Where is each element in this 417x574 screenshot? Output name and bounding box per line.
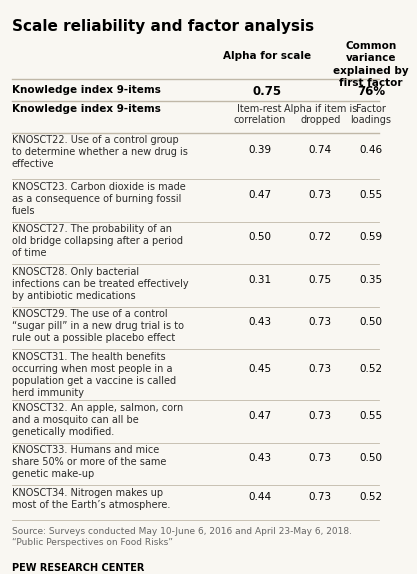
- Text: 0.72: 0.72: [309, 232, 332, 242]
- Text: 0.44: 0.44: [248, 492, 271, 502]
- Text: Item-rest
correlation: Item-rest correlation: [234, 104, 286, 125]
- Text: PEW RESEARCH CENTER: PEW RESEARCH CENTER: [12, 563, 144, 573]
- Text: Knowledge index 9-items: Knowledge index 9-items: [12, 85, 161, 95]
- Text: 0.73: 0.73: [309, 364, 332, 374]
- Text: Source: Surveys conducted May 10-June 6, 2016 and April 23-May 6, 2018.
“Public : Source: Surveys conducted May 10-June 6,…: [12, 527, 352, 547]
- Text: 0.52: 0.52: [359, 364, 382, 374]
- Text: KNOSCT22. Use of a control group
to determine whether a new drug is
effective: KNOSCT22. Use of a control group to dete…: [12, 135, 188, 169]
- Text: 0.47: 0.47: [248, 189, 271, 200]
- Text: KNOSCT31. The health benefits
occurring when most people in a
population get a v: KNOSCT31. The health benefits occurring …: [12, 352, 176, 398]
- Text: Knowledge index 9-items: Knowledge index 9-items: [12, 104, 161, 114]
- Text: 0.73: 0.73: [309, 189, 332, 200]
- Text: Alpha for scale: Alpha for scale: [224, 51, 311, 61]
- Text: Common
variance
explained by
first factor: Common variance explained by first facto…: [333, 41, 409, 88]
- Text: 0.55: 0.55: [359, 410, 382, 421]
- Text: 0.39: 0.39: [248, 145, 271, 155]
- Text: KNOSCT34. Nitrogen makes up
most of the Earth’s atmosphere.: KNOSCT34. Nitrogen makes up most of the …: [12, 488, 170, 510]
- Text: 0.55: 0.55: [359, 189, 382, 200]
- Text: 0.50: 0.50: [359, 317, 382, 327]
- Text: KNOSCT29. The use of a control
“sugar pill” in a new drug trial is to
rule out a: KNOSCT29. The use of a control “sugar pi…: [12, 309, 184, 343]
- Text: KNOSCT33. Humans and mice
share 50% or more of the same
genetic make-up: KNOSCT33. Humans and mice share 50% or m…: [12, 445, 166, 479]
- Text: 0.75: 0.75: [309, 274, 332, 285]
- Text: 0.46: 0.46: [359, 145, 382, 155]
- Text: KNOSCT32. An apple, salmon, corn
and a mosquito can all be
genetically modified.: KNOSCT32. An apple, salmon, corn and a m…: [12, 403, 183, 437]
- Text: 0.50: 0.50: [359, 453, 382, 463]
- Text: 0.45: 0.45: [248, 364, 271, 374]
- Text: 0.59: 0.59: [359, 232, 382, 242]
- Text: 0.73: 0.73: [309, 317, 332, 327]
- Text: 0.73: 0.73: [309, 492, 332, 502]
- Text: 0.35: 0.35: [359, 274, 382, 285]
- Text: 0.75: 0.75: [253, 85, 282, 98]
- Text: 76%: 76%: [357, 85, 385, 98]
- Text: 0.43: 0.43: [248, 453, 271, 463]
- Text: 0.43: 0.43: [248, 317, 271, 327]
- Text: 0.47: 0.47: [248, 410, 271, 421]
- Text: KNOSCT23. Carbon dioxide is made
as a consequence of burning fossil
fuels: KNOSCT23. Carbon dioxide is made as a co…: [12, 182, 186, 216]
- Text: 0.74: 0.74: [309, 145, 332, 155]
- Text: 0.73: 0.73: [309, 453, 332, 463]
- Text: KNOSCT27. The probability of an
old bridge collapsing after a period
of time: KNOSCT27. The probability of an old brid…: [12, 224, 183, 258]
- Text: 0.73: 0.73: [309, 410, 332, 421]
- Text: KNOSCT28. Only bacterial
infections can be treated effectively
by antibiotic med: KNOSCT28. Only bacterial infections can …: [12, 267, 188, 301]
- Text: Factor
loadings: Factor loadings: [350, 104, 392, 125]
- Text: 0.52: 0.52: [359, 492, 382, 502]
- Text: Scale reliability and factor analysis: Scale reliability and factor analysis: [12, 20, 314, 34]
- Text: Alpha if item is
dropped: Alpha if item is dropped: [284, 104, 357, 125]
- Text: 0.31: 0.31: [248, 274, 271, 285]
- Text: 0.50: 0.50: [248, 232, 271, 242]
